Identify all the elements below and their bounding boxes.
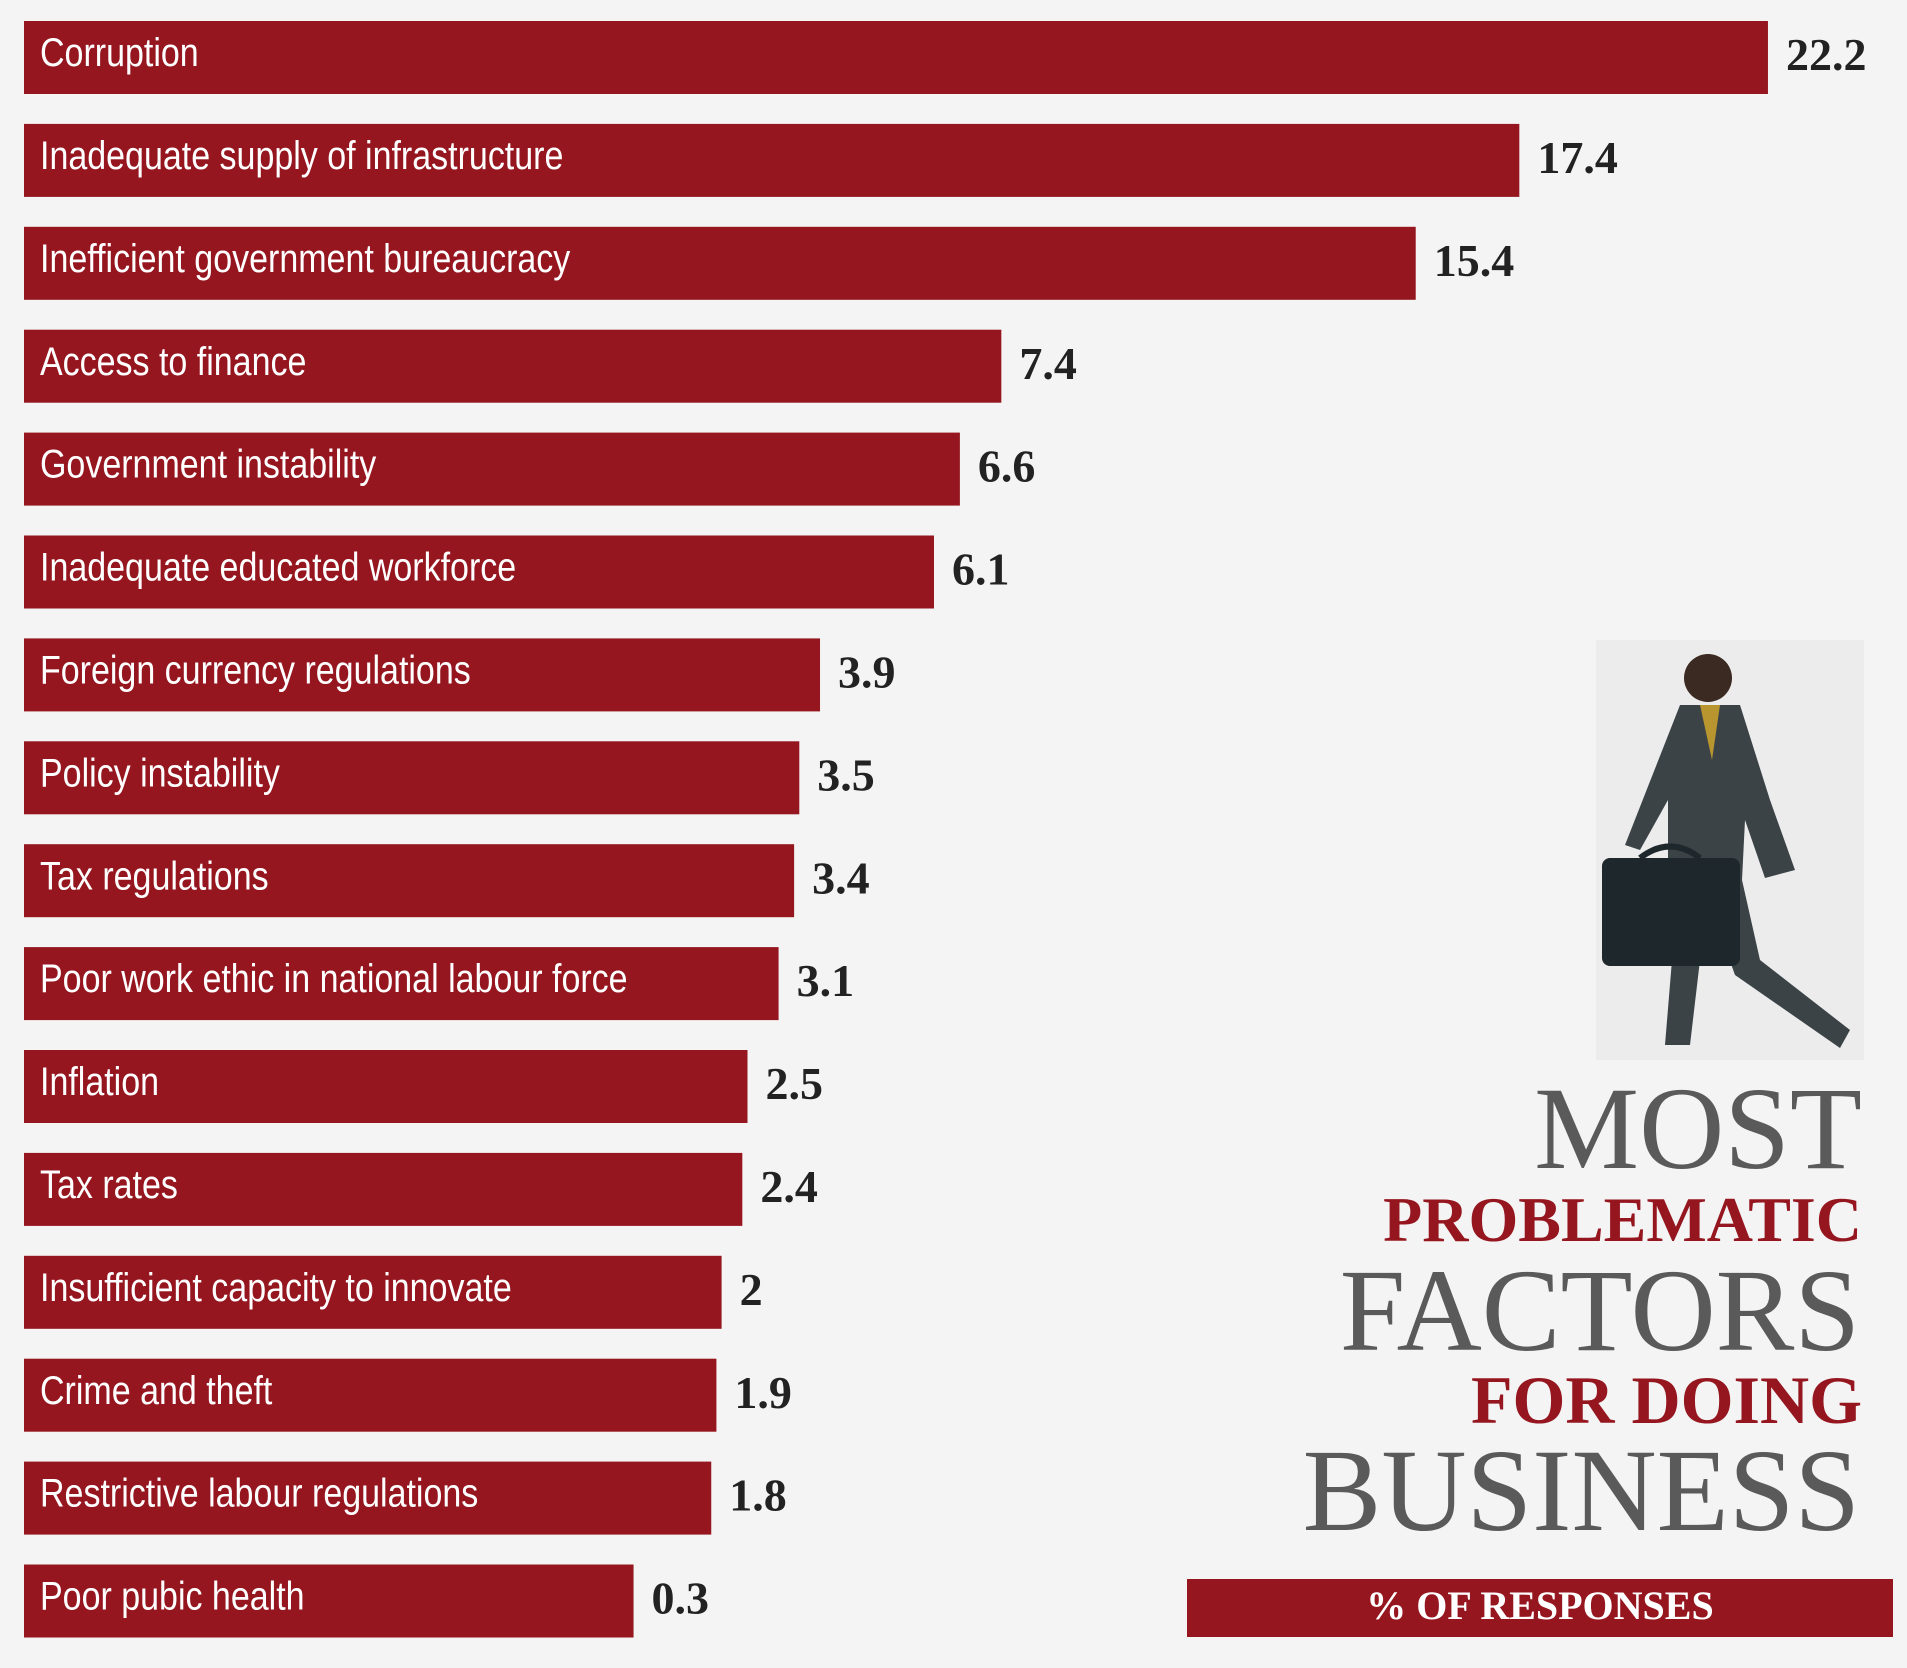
value-label: 1.9 <box>734 1367 792 1418</box>
bar <box>24 123 1520 197</box>
subtitle-box <box>1187 1579 1893 1637</box>
bar <box>24 1461 712 1535</box>
bar <box>24 1564 634 1638</box>
title-line: PROBLEMATIC <box>1383 1184 1862 1255</box>
value-label: 2 <box>740 1264 763 1315</box>
category-label: Tax rates <box>40 1161 178 1206</box>
category-label: Tax regulations <box>40 853 269 898</box>
category-label: Government instability <box>40 441 377 486</box>
bar <box>24 1358 717 1432</box>
value-label: 3.9 <box>838 646 896 697</box>
value-label: 2.5 <box>766 1058 824 1109</box>
bar <box>24 432 960 506</box>
category-label: Inadequate supply of infrastructure <box>40 132 563 177</box>
category-label: Corruption <box>40 29 199 74</box>
bar <box>24 329 1002 403</box>
category-label: Foreign currency regulations <box>40 647 471 692</box>
bar <box>24 638 821 712</box>
value-label: 6.1 <box>952 544 1010 595</box>
title-line: BUSINESS <box>1303 1425 1860 1556</box>
value-label: 1.8 <box>729 1470 787 1521</box>
bar <box>24 1152 743 1226</box>
bar <box>24 741 800 815</box>
bar <box>24 535 934 609</box>
value-label: 6.6 <box>978 441 1036 492</box>
category-label: Restrictive labour regulations <box>40 1470 478 1515</box>
businessman-illustration <box>1596 640 1864 1060</box>
value-label: 17.4 <box>1537 132 1618 183</box>
value-label: 2.4 <box>760 1161 818 1212</box>
title-line: FACTORS <box>1340 1245 1860 1376</box>
bar <box>24 947 779 1021</box>
category-label: Poor work ethic in national labour force <box>40 956 628 1001</box>
value-label: 7.4 <box>1019 338 1077 389</box>
bar <box>24 226 1416 300</box>
value-label: 3.4 <box>812 852 870 903</box>
value-label: 3.1 <box>797 955 855 1006</box>
bar <box>24 844 795 918</box>
category-label: Inefficient government bureaucracy <box>40 235 571 280</box>
category-label: Inflation <box>40 1058 159 1103</box>
category-label: Inadequate educated workforce <box>40 544 516 589</box>
value-label: 15.4 <box>1434 235 1515 286</box>
title-line: MOST <box>1534 1063 1862 1194</box>
category-label: Poor pubic health <box>40 1573 305 1618</box>
category-label: Access to finance <box>40 338 306 383</box>
category-label: Policy instability <box>40 750 280 795</box>
bar <box>24 21 1768 94</box>
bar <box>24 1255 722 1329</box>
title-line: FOR DOING <box>1471 1362 1862 1438</box>
subtitle: % OF RESPONSES <box>1366 1583 1713 1628</box>
value-label: 3.5 <box>817 749 875 800</box>
value-label: 0.3 <box>652 1573 710 1624</box>
value-label: 22.2 <box>1786 29 1867 80</box>
category-label: Crime and theft <box>40 1367 273 1412</box>
bar <box>24 1050 748 1123</box>
category-label: Insufficient capacity to innovate <box>40 1264 512 1309</box>
